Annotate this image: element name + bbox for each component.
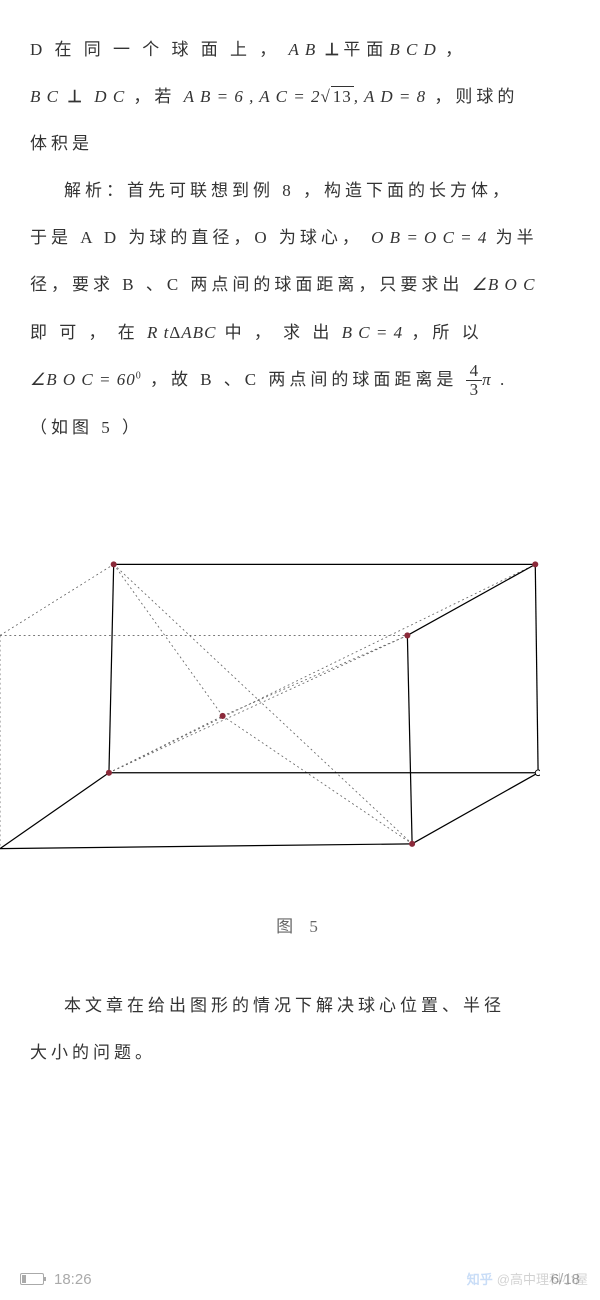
text: ，则球的 <box>434 87 518 106</box>
math-ab: A B <box>289 40 317 59</box>
math-bc4: B C = 4 <box>342 323 403 342</box>
document-content: D 在 同 一 个 球 面 上 ， A B ⊥平面B C D ， B C ⊥ D… <box>30 30 570 1072</box>
text: ， <box>445 40 466 59</box>
math-bc: B C <box>30 87 59 106</box>
para-7: 即 可 ， 在 R tΔABC 中 ， 求 出 B C = 4 ，所 以 <box>30 313 570 352</box>
text: 中 ， 求 出 <box>225 323 342 342</box>
triangle-icon: Δ <box>169 323 181 342</box>
math-dc: D C <box>94 87 125 106</box>
watermark: 知乎 @高中理科小屋 <box>467 1269 588 1288</box>
sqrt-icon: 13 <box>320 77 353 116</box>
text: 大小的问题。 <box>30 1043 156 1062</box>
text: ，若 <box>133 87 175 106</box>
math-ad: , A D = 8 <box>354 87 426 106</box>
text: 径，要求 B 、C 两点间的球面距离，只要求出 <box>30 275 463 294</box>
battery-icon <box>20 1273 44 1285</box>
para-8: ∠B O C = 600 ，故 B 、C 两点间的球面距离是 4 3 π . <box>30 360 570 400</box>
text: （如图 5 ） <box>30 418 143 437</box>
zhihu-logo-icon: 知乎 <box>467 1269 493 1288</box>
para-2: B C ⊥ D C ，若 A B = 6 , A C = 2 13, A D = … <box>30 77 570 116</box>
perp-symbol: ⊥ <box>67 87 86 106</box>
text: 本文章在给出图形的情况下解决球心位置、半径 <box>64 996 505 1015</box>
sqrt-arg: 13 <box>331 86 354 106</box>
watermark-author: @高中理科小屋 <box>497 1269 588 1288</box>
text: 解析：首先可联想到例 8 ，构造下面的长方体， <box>64 181 513 200</box>
para-5: 于是 A D 为球的直径，O 为球心， O B = O C = 4 为半 <box>30 218 570 257</box>
frac-num: 4 <box>466 362 483 382</box>
math-bcd: B C D <box>389 40 437 59</box>
math-rt: R t <box>147 323 169 342</box>
fraction: 4 3 <box>466 362 483 400</box>
figure-5: 图 5 <box>30 517 570 946</box>
text: 即 可 ， 在 <box>30 323 147 342</box>
para-3: 体积是 <box>30 124 570 163</box>
text: . <box>492 370 509 389</box>
sup-degree: 0 <box>136 370 142 381</box>
footer-time: 18:26 <box>54 1271 92 1288</box>
figure-caption: 图 5 <box>30 907 570 946</box>
text: ，故 B 、C 两点间的球面距离是 <box>150 370 457 389</box>
pi-symbol: π <box>482 370 492 389</box>
text: 为半 <box>496 228 538 247</box>
frac-den: 3 <box>466 381 483 400</box>
cube-diagram <box>0 517 540 877</box>
para-11: 大小的问题。 <box>30 1033 570 1072</box>
math-abc: ABC <box>181 323 216 342</box>
math-ab2: A B <box>184 87 212 106</box>
para-4: 解析：首先可联想到例 8 ，构造下面的长方体， <box>30 171 570 210</box>
text: 于是 A D 为球的直径，O 为球心， <box>30 228 363 247</box>
footer-left: 18:26 <box>20 1271 92 1288</box>
text: 体积是 <box>30 134 93 153</box>
text: D 在 同 一 个 球 面 上 ， <box>30 40 280 59</box>
math-angle60: ∠B O C = 60 <box>30 370 136 389</box>
para-9: （如图 5 ） <box>30 408 570 447</box>
math-eq: = 6 , A C = 2 <box>211 87 320 106</box>
text: 平面 <box>343 40 389 59</box>
math-oboc: O B = O C = 4 <box>371 228 487 247</box>
para-1: D 在 同 一 个 球 面 上 ， A B ⊥平面B C D ， <box>30 30 570 69</box>
math-angle-boc: ∠B O C <box>472 275 536 294</box>
para-10: 本文章在给出图形的情况下解决球心位置、半径 <box>30 986 570 1025</box>
perp-symbol: ⊥ <box>325 40 344 59</box>
para-6: 径，要求 B 、C 两点间的球面距离，只要求出 ∠B O C <box>30 265 570 304</box>
text: ，所 以 <box>411 323 482 342</box>
